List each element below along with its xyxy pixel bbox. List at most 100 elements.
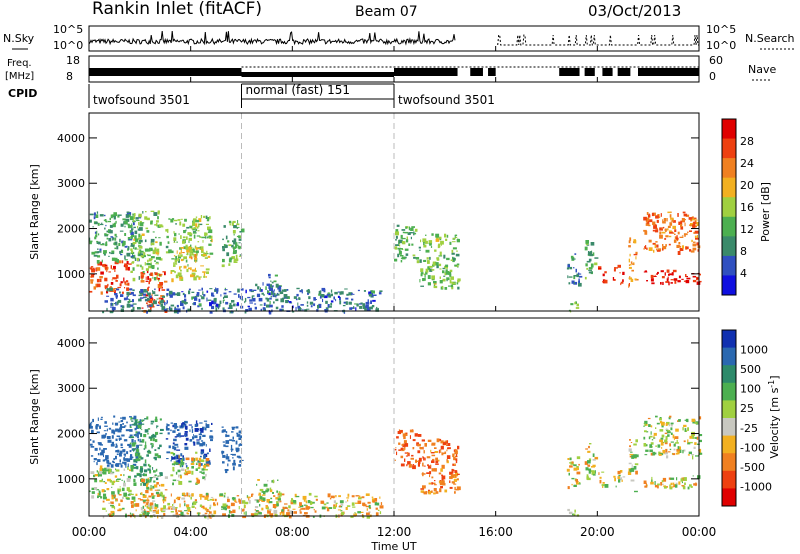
echo-cell bbox=[661, 440, 663, 444]
echo-cell bbox=[221, 450, 225, 454]
echo-cell bbox=[635, 251, 638, 255]
echo-cell bbox=[98, 233, 100, 236]
echo-cell bbox=[203, 455, 206, 459]
echo-cell bbox=[430, 246, 433, 248]
echo-cell bbox=[452, 260, 455, 263]
echo-cell bbox=[404, 458, 406, 462]
echo-cell bbox=[142, 494, 147, 498]
echo-cell bbox=[126, 291, 130, 296]
echo-region bbox=[643, 415, 703, 460]
echo-cell bbox=[650, 442, 654, 445]
echo-cell bbox=[114, 293, 118, 296]
echo-region bbox=[419, 438, 461, 495]
echo-cell bbox=[268, 310, 272, 315]
echo-cell bbox=[149, 469, 152, 474]
echo-cell bbox=[450, 276, 454, 280]
echo-cell bbox=[163, 505, 166, 510]
echo-cell bbox=[177, 219, 181, 221]
echo-cell bbox=[591, 466, 595, 468]
echo-cell bbox=[267, 480, 269, 482]
echo-cell bbox=[132, 267, 135, 271]
echo-cell bbox=[138, 298, 141, 301]
echo-cell bbox=[102, 468, 106, 472]
echo-cell bbox=[161, 289, 166, 291]
echo-cell bbox=[301, 289, 303, 294]
echo-cell bbox=[117, 478, 121, 480]
echo-cell bbox=[111, 268, 115, 270]
echo-cell bbox=[128, 263, 132, 265]
echo-cell bbox=[231, 431, 234, 433]
echo-cell bbox=[140, 275, 144, 279]
echo-cell bbox=[205, 215, 208, 219]
echo-cell bbox=[148, 249, 151, 252]
echo-cell bbox=[191, 296, 193, 300]
echo-cell bbox=[307, 292, 309, 295]
echo-cell bbox=[407, 232, 411, 235]
nsearch-tick-bottom: 10^0 bbox=[706, 39, 736, 52]
echo-region bbox=[628, 237, 639, 288]
echo-cell bbox=[126, 478, 131, 482]
echo-cell bbox=[209, 302, 212, 306]
echo-cell bbox=[579, 482, 581, 484]
echo-cell bbox=[285, 300, 289, 304]
echo-cell bbox=[199, 463, 203, 466]
echo-cell bbox=[104, 300, 108, 303]
echo-cell bbox=[586, 244, 590, 246]
echo-cell bbox=[97, 496, 99, 499]
echo-cell bbox=[238, 448, 240, 452]
echo-cell bbox=[324, 506, 328, 509]
echo-cell bbox=[132, 255, 134, 257]
echo-cell bbox=[114, 257, 118, 262]
echo-cell bbox=[695, 455, 699, 457]
echo-cell bbox=[340, 291, 344, 295]
echo-cell bbox=[184, 425, 188, 430]
echo-cell bbox=[679, 236, 684, 238]
echo-cell bbox=[150, 477, 152, 481]
echo-cell bbox=[217, 307, 220, 310]
echo-cell bbox=[195, 477, 199, 480]
echo-cell bbox=[152, 495, 156, 497]
echo-cell bbox=[328, 294, 332, 298]
echo-cell bbox=[236, 455, 241, 458]
echo-cell bbox=[339, 500, 344, 504]
echo-cell bbox=[96, 283, 101, 288]
echo-cell bbox=[614, 477, 616, 482]
echo-cell bbox=[204, 515, 207, 519]
echo-cell bbox=[245, 289, 247, 294]
echo-cell bbox=[147, 433, 149, 435]
echo-cell bbox=[307, 289, 310, 293]
echo-cell bbox=[98, 251, 102, 253]
echo-cell bbox=[115, 288, 120, 291]
echo-cell bbox=[181, 468, 185, 471]
echo-cell bbox=[567, 486, 570, 490]
echo-cell bbox=[129, 426, 132, 428]
echo-cell bbox=[90, 266, 94, 268]
echo-cell bbox=[612, 277, 615, 281]
echo-cell bbox=[89, 443, 93, 446]
echo-cell bbox=[126, 261, 129, 265]
echo-cell bbox=[266, 487, 268, 490]
echo-cell bbox=[288, 510, 293, 515]
echo-cell bbox=[124, 287, 126, 289]
echo-cell bbox=[115, 499, 117, 502]
echo-cell bbox=[132, 294, 136, 297]
echo-cell bbox=[134, 440, 136, 442]
echo-cell bbox=[263, 302, 266, 306]
echo-cell bbox=[232, 462, 236, 466]
echo-cell bbox=[690, 219, 693, 222]
echo-cell bbox=[133, 482, 137, 486]
power-colorbar-tick: 4 bbox=[740, 267, 747, 280]
echo-cell bbox=[635, 439, 638, 443]
echo-cell bbox=[132, 236, 134, 238]
echo-cell bbox=[339, 300, 342, 305]
echo-cell bbox=[194, 428, 199, 432]
echo-cell bbox=[144, 262, 146, 266]
echo-cell bbox=[405, 239, 409, 243]
velocity-colorbar-tick: -100 bbox=[740, 441, 765, 454]
echo-cell bbox=[423, 259, 427, 262]
freq-trace bbox=[89, 66, 699, 77]
echo-cell bbox=[345, 301, 348, 305]
echo-cell bbox=[163, 300, 165, 303]
echo-cell bbox=[103, 496, 107, 500]
echo-cell bbox=[657, 248, 661, 252]
